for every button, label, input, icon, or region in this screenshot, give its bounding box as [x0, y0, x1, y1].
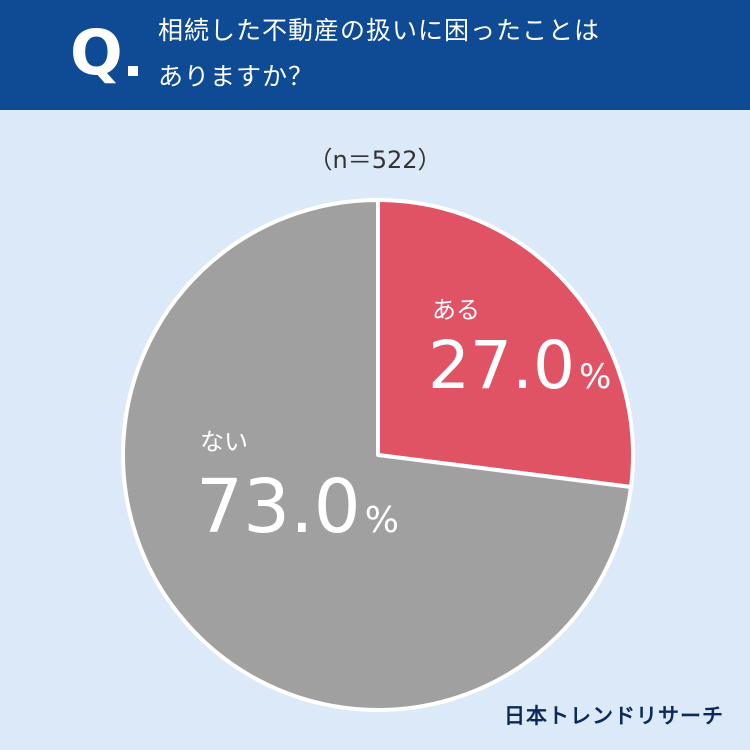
q-dot	[128, 66, 138, 76]
slice-label-yes: ある	[432, 296, 480, 324]
question-line-2: ありますか？	[158, 62, 315, 91]
question-line-1: 相続した不動産の扱いに困ったことは	[158, 16, 601, 45]
brand-logo: 日本トレンドリサーチ	[504, 704, 724, 728]
sample-size-label: （n＝522）	[308, 146, 442, 174]
q-mark: Q	[70, 16, 123, 89]
question-header: Q 相続した不動産の扱いに困ったことは ありますか？	[0, 0, 750, 110]
slice-value-no: 73.0%	[196, 464, 399, 550]
pie-slice-no	[121, 198, 633, 712]
slice-value-yes: 27.0%	[428, 327, 611, 404]
slice-label-no: ない	[200, 428, 248, 456]
pie-slice-yes	[376, 198, 635, 489]
